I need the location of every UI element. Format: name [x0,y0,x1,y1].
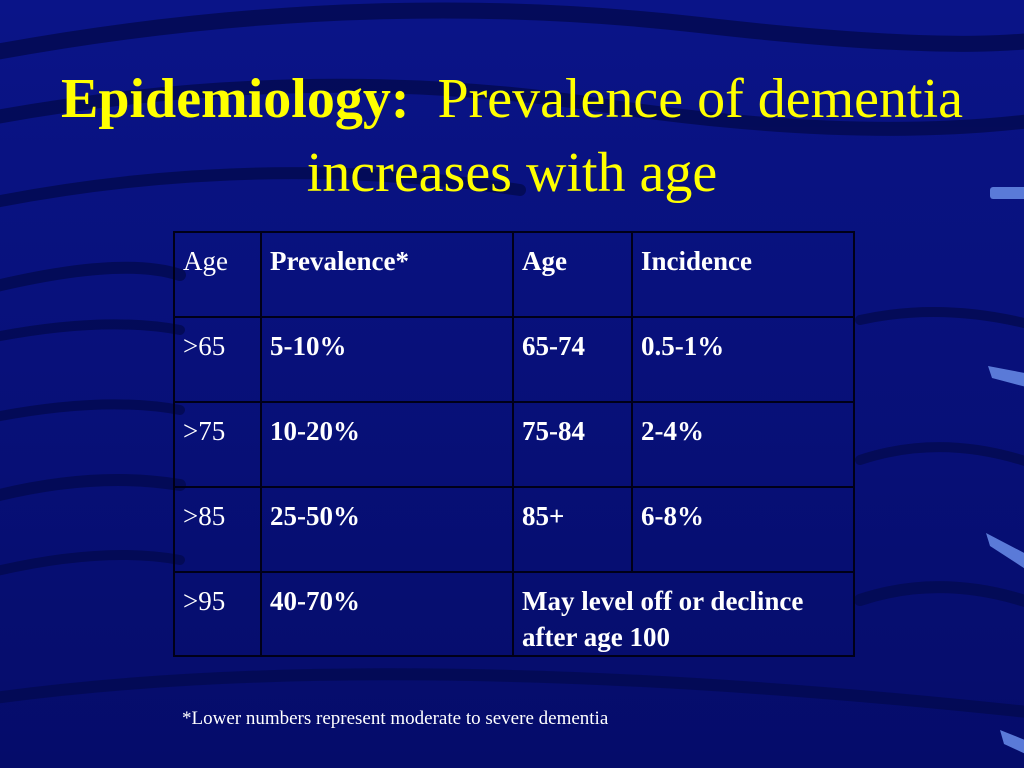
header-age-incidence: Age [512,231,633,318]
table-cell: 5-10% [260,316,514,403]
accent-mark [988,366,1024,387]
table-cell: 75-84 [512,401,633,488]
table-cell: 6-8% [631,486,855,573]
accent-mark [986,533,1024,569]
table-cell: 85+ [512,486,633,573]
header-age: Age [173,231,262,318]
table-cell: 40-70% [260,571,514,657]
table-cell: >85 [173,486,262,573]
table-row: >85 25-50% 85+ 6-8% [173,486,855,573]
accent-mark [1000,730,1024,754]
table-row: >75 10-20% 75-84 2-4% [173,401,855,488]
header-incidence: Incidence [631,231,855,318]
table-header-row: Age Prevalence* Age Incidence [173,231,855,318]
table-cell: >95 [173,571,262,657]
slide-title-rest: Prevalence of dementia increases with ag… [306,68,963,204]
table-cell: >65 [173,316,262,403]
table-cell: 10-20% [260,401,514,488]
accent-mark [990,187,1024,199]
dementia-table: Age Prevalence* Age Incidence >65 5-10% … [173,231,855,657]
table-cell: 2-4% [631,401,855,488]
table-cell: 65-74 [512,316,633,403]
table-cell-merged: May level off or declince after age 100 [512,571,855,657]
slide-title: Epidemiology: Prevalence of dementia inc… [0,62,1024,210]
table-row: >65 5-10% 65-74 0.5-1% [173,316,855,403]
table-cell: >75 [173,401,262,488]
table-row: >95 40-70% May level off or declince aft… [173,571,855,657]
footnote: *Lower numbers represent moderate to sev… [182,708,609,729]
header-prevalence: Prevalence* [260,231,514,318]
table-cell: 0.5-1% [631,316,855,403]
table-cell: 25-50% [260,486,514,573]
slide-title-bold: Epidemiology: [61,68,410,130]
